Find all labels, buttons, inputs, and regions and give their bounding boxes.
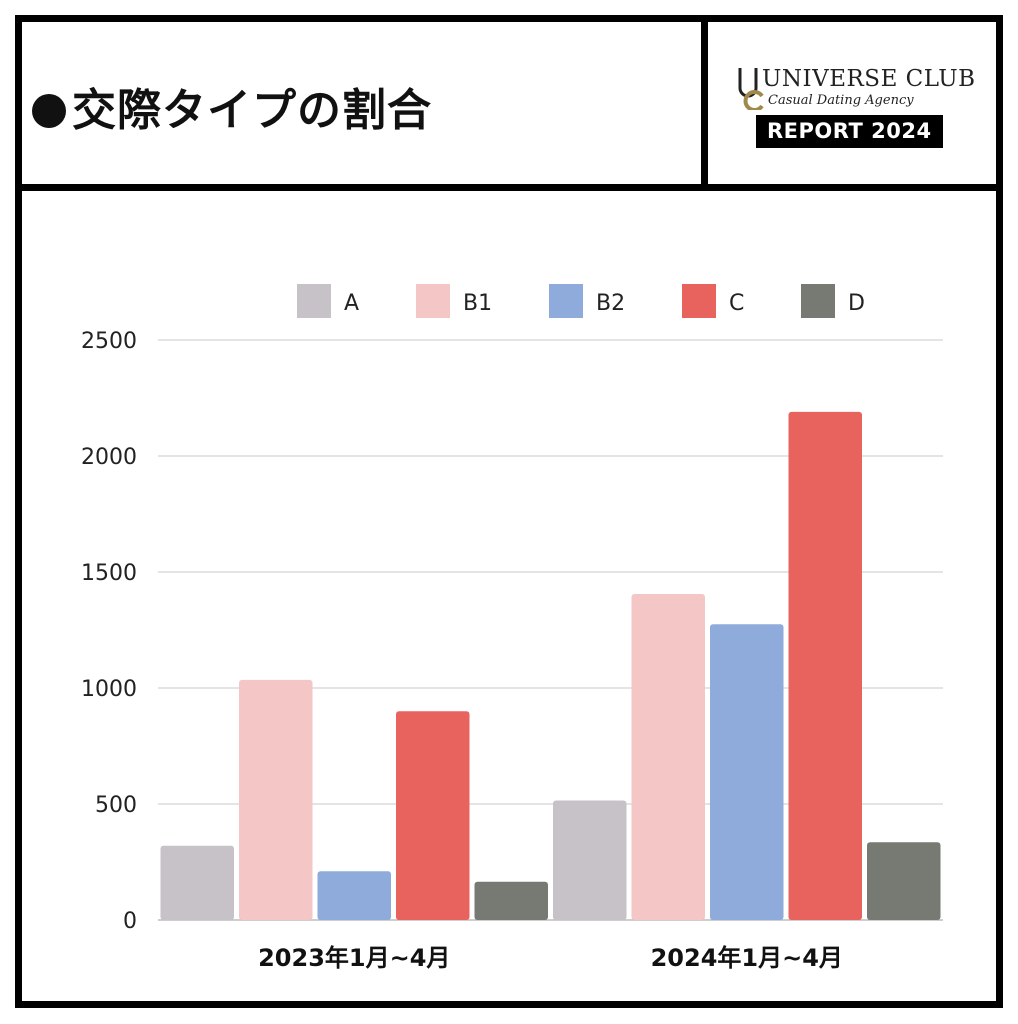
legend-label-A: A [344,291,359,316]
brand-tagline: Casual Dating Agency [768,93,914,108]
legend-swatch-C [682,284,716,318]
x-category-label-0: 2023年1月~4月 [258,944,450,972]
bullet-dot-icon [32,94,66,128]
legend-swatch-A [297,284,331,318]
bar-B1-1 [631,594,705,920]
legend-swatch-B2 [549,284,583,318]
bar-D-1 [867,842,941,920]
brand-name: UNIVERSE CLUB [762,66,976,92]
header-divider-vertical [701,22,708,184]
legend-label-B2: B2 [596,291,625,316]
bar-C-1 [788,411,862,920]
universe-club-logo-icon [738,68,764,110]
legend-swatch-D [801,284,835,318]
page-title-text: 交際タイプの割合 [72,85,432,136]
legend-swatch-B1 [416,284,450,318]
y-tick-label-0: 0 [123,909,137,934]
page-title: 交際タイプの割合 [32,74,432,138]
y-tick-label-1000: 1000 [81,677,137,702]
bar-D-0 [474,881,548,920]
legend-label-C: C [729,291,744,316]
report-badge: REPORT 2024 [756,115,943,148]
legend-label-D: D [848,291,865,316]
brand-block: UNIVERSE CLUB Casual Dating Agency REPOR… [708,22,996,184]
x-category-label-1: 2024年1月~4月 [651,944,843,972]
bar-C-0 [396,711,470,920]
bar-B1-0 [239,679,313,920]
y-tick-label-1500: 1500 [81,561,137,586]
bar-A-1 [553,800,627,920]
header-divider [22,184,996,191]
y-tick-label-500: 500 [95,793,137,818]
y-tick-label-2000: 2000 [81,445,137,470]
y-tick-label-2500: 2500 [81,329,137,354]
bar-B2-0 [317,871,391,920]
bar-A-0 [160,845,234,920]
legend-label-B1: B1 [463,291,492,316]
bar-B2-1 [710,624,784,920]
